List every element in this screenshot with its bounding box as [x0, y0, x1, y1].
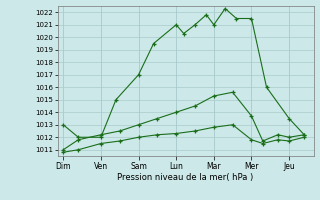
X-axis label: Pression niveau de la mer( hPa ): Pression niveau de la mer( hPa ): [117, 173, 254, 182]
